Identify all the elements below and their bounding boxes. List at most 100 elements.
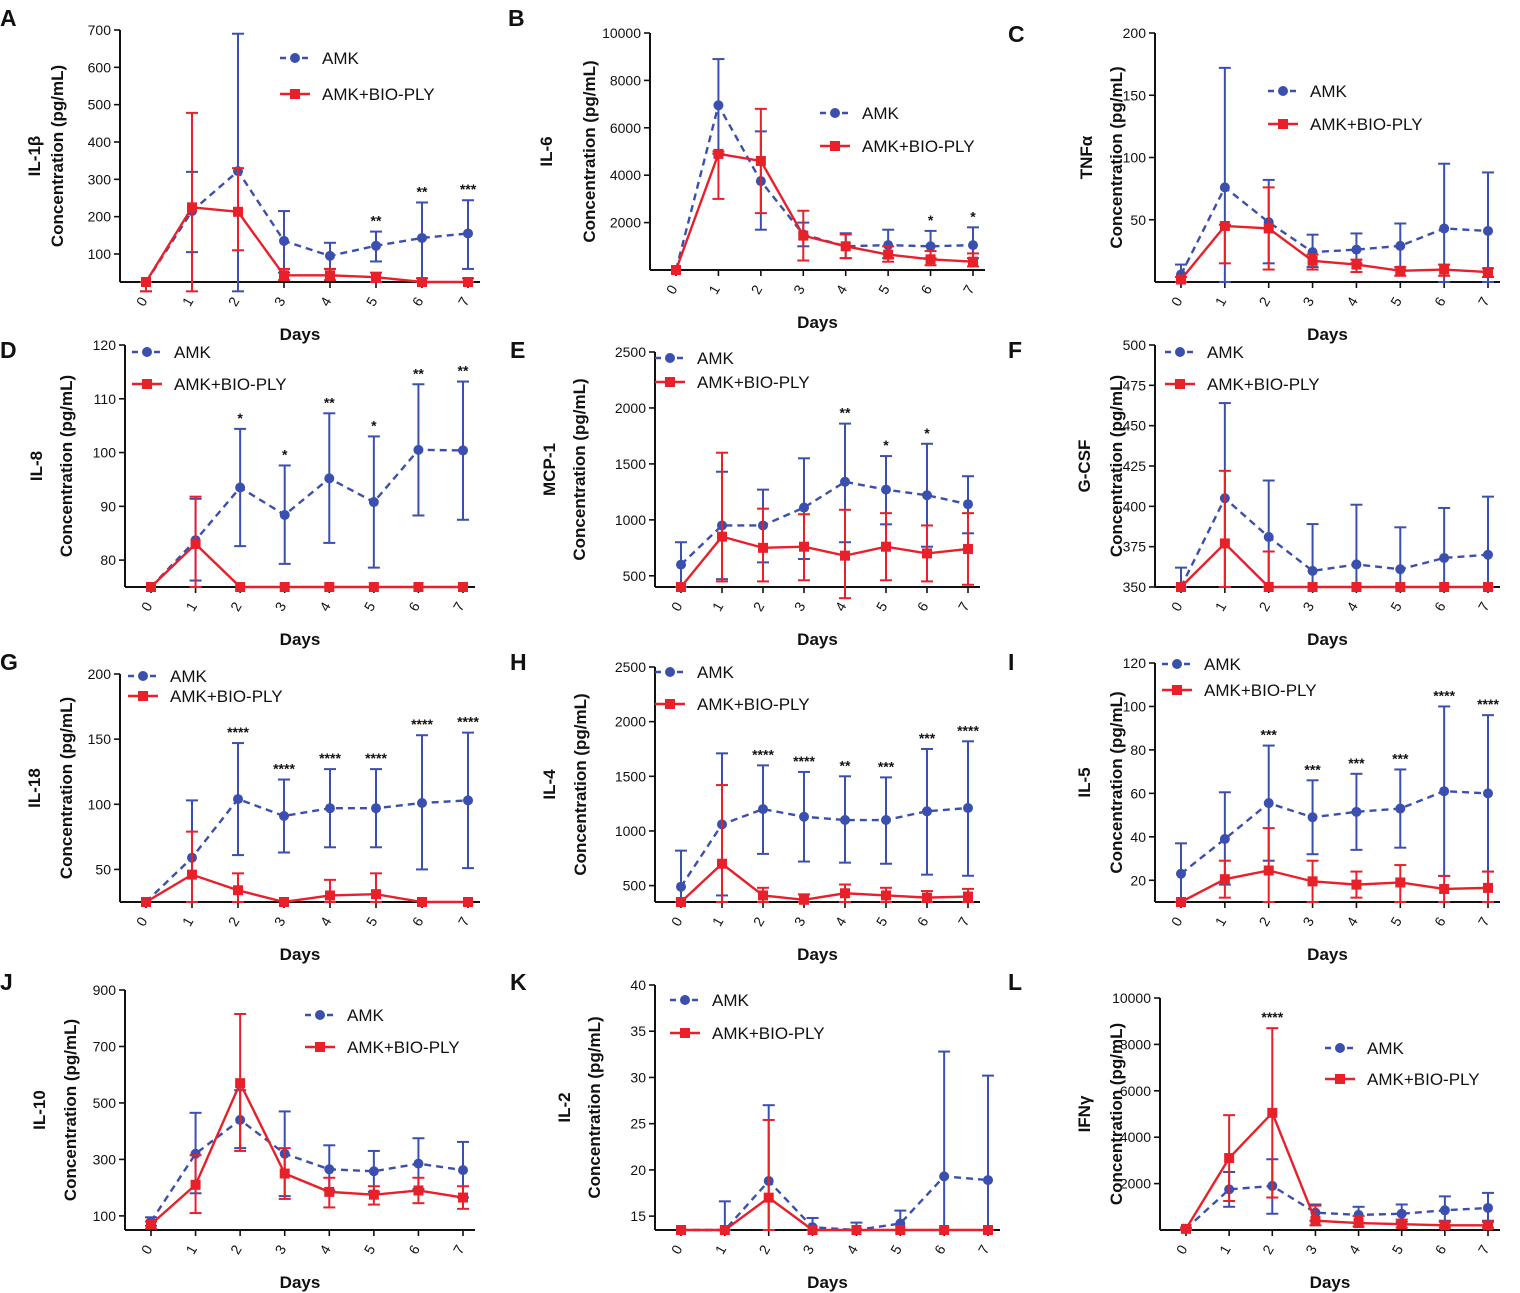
data-point — [925, 254, 936, 265]
data-point — [1307, 255, 1318, 266]
legend-label: AMK — [170, 667, 208, 686]
legend-item-amk: AMK — [128, 667, 208, 686]
y-tick-label: 400 — [88, 134, 112, 150]
x-tick-label: 3 — [791, 599, 809, 614]
x-tick-label: 2 — [756, 1242, 774, 1257]
series-line — [1179, 496, 1489, 588]
x-tick-label: 4 — [316, 599, 334, 614]
data-point — [371, 240, 381, 251]
data-point — [939, 1225, 950, 1235]
x-axis-title: Days — [280, 630, 321, 649]
x-tick-label: 1 — [182, 599, 200, 614]
legend-marker — [1172, 659, 1182, 669]
x-tick-label: 4 — [832, 914, 850, 929]
y-tick-label: 2000 — [1120, 1176, 1151, 1192]
legend-item-amk: AMK — [820, 104, 900, 123]
x-tick-label: 7 — [450, 599, 468, 614]
y-tick-label: 1500 — [615, 456, 646, 472]
series-line — [150, 542, 463, 589]
data-point — [371, 272, 381, 283]
data-point — [676, 582, 686, 592]
data-point — [1219, 538, 1230, 549]
panel-letter: F — [1008, 337, 1022, 363]
y-tick-label: 20 — [630, 1162, 646, 1178]
significance-marker: * — [970, 208, 976, 224]
data-point — [713, 148, 724, 159]
x-tick-label: 3 — [1302, 1242, 1320, 1257]
data-point — [939, 1171, 950, 1182]
y-tick-label: 40 — [630, 977, 646, 993]
y-tick-label: 15 — [630, 1208, 646, 1224]
significance-marker: *** — [1392, 750, 1409, 766]
data-point — [235, 1078, 246, 1089]
data-point — [324, 1186, 335, 1197]
legend-label: AMK+BIO-PLY — [1207, 375, 1320, 394]
legend-marker — [830, 108, 840, 118]
x-tick-label: 1 — [182, 1242, 200, 1257]
significance-marker: **** — [319, 750, 341, 766]
data-point — [883, 240, 894, 251]
x-tick-label: 6 — [917, 282, 935, 297]
y-tick-label: 4000 — [1120, 1129, 1151, 1145]
data-point — [1263, 798, 1274, 809]
legend-marker — [290, 53, 300, 63]
x-tick-label: 0 — [133, 914, 151, 929]
data-point — [883, 249, 894, 260]
x-axis-title: Days — [1310, 1273, 1351, 1292]
y-tick-label: 375 — [1123, 539, 1147, 555]
x-tick-label: 6 — [914, 599, 932, 614]
legend-item-amk: AMK — [305, 1006, 385, 1025]
y-tick-label: 1000 — [615, 512, 646, 528]
data-point — [235, 482, 246, 493]
y-tick-label: 80 — [1130, 742, 1146, 758]
legend-marker — [1278, 86, 1288, 96]
x-tick-label: 1 — [179, 294, 197, 309]
series-line — [1185, 1184, 1489, 1230]
x-tick-label: 7 — [1475, 1242, 1493, 1257]
x-tick-label: 0 — [668, 599, 686, 614]
panel-letter: H — [510, 649, 527, 675]
y-axis-title: IL-5 — [1075, 767, 1094, 797]
panel-letter: G — [0, 649, 18, 675]
data-point — [325, 890, 335, 901]
data-point — [413, 582, 424, 592]
chart-panel-h: H IL-4 Concentration (pg/mL) 500 1000 1500 200… — [510, 649, 980, 964]
x-tick-label: 5 — [873, 599, 891, 614]
significance-marker: *** — [1348, 755, 1365, 771]
legend-marker — [315, 1010, 325, 1020]
y-tick-label: 90 — [100, 498, 116, 514]
x-tick-label: 1 — [709, 599, 727, 614]
y-axis-label: Concentration (pg/mL) — [1107, 66, 1126, 248]
x-tick-label: 0 — [138, 1242, 156, 1257]
data-point — [799, 811, 809, 822]
significance-marker: **** — [1433, 687, 1455, 703]
series-amk — [671, 58, 979, 275]
chart-panel-i: IIL-5 Concentration (pg/mL)20406080100120… — [1008, 649, 1500, 964]
data-point — [279, 811, 289, 822]
data-point — [190, 538, 201, 549]
legend-label: AMK — [1367, 1039, 1405, 1058]
x-tick-label: 0 — [663, 282, 681, 297]
y-tick-label: 150 — [1123, 87, 1147, 103]
data-point — [1439, 223, 1450, 234]
data-point — [840, 550, 850, 561]
x-tick-label: 7 — [955, 914, 973, 929]
y-axis-title: IL-18 — [25, 768, 44, 808]
y-axis-title: IFNγ — [1075, 1095, 1094, 1132]
x-tick-label: 4 — [843, 1242, 861, 1257]
y-tick-label: 40 — [1130, 829, 1146, 845]
legend-label: AMK — [697, 663, 735, 682]
series-line — [1180, 224, 1489, 281]
y-tick-label: 10000 — [602, 25, 641, 41]
legend-label: AMK — [322, 49, 360, 68]
data-point — [1353, 1218, 1364, 1229]
x-tick-label: 4 — [1343, 599, 1361, 614]
legend-label: AMK — [1204, 655, 1242, 674]
y-axis-title: IL-6 — [537, 136, 556, 166]
data-point — [1395, 265, 1406, 276]
x-tick-label: 7 — [975, 1242, 993, 1257]
data-point — [968, 256, 978, 267]
y-tick-label: 200 — [1123, 25, 1147, 41]
x-tick-label: 4 — [832, 599, 850, 614]
panel-letter: J — [0, 969, 13, 995]
